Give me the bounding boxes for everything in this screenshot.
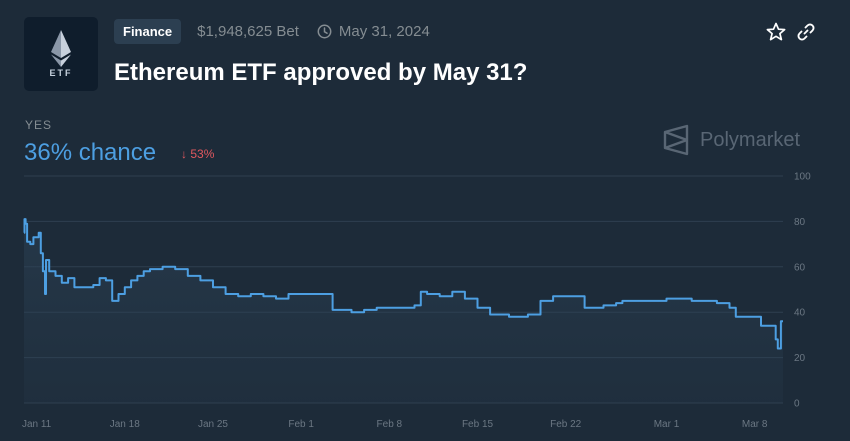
y-tick-label: 40 xyxy=(794,308,806,319)
arrow-down-icon: ↓ xyxy=(181,147,187,161)
clock-icon xyxy=(317,24,332,39)
polymarket-logo-icon xyxy=(663,124,689,156)
outcome-label: YES xyxy=(25,118,53,132)
copy-link-button[interactable] xyxy=(795,21,817,43)
star-icon xyxy=(766,22,786,41)
market-logo: ETF xyxy=(24,17,98,91)
x-tick-label: Mar 8 xyxy=(742,419,768,430)
y-tick-label: 80 xyxy=(794,217,806,228)
x-tick-label: Feb 22 xyxy=(550,419,582,430)
chance-value: 36% chance xyxy=(24,139,157,166)
link-icon xyxy=(797,23,815,41)
ethereum-icon xyxy=(51,30,71,67)
x-tick-label: Mar 1 xyxy=(654,419,680,430)
x-tick-label: Feb 15 xyxy=(462,419,494,430)
market-title: Ethereum ETF approved by May 31? xyxy=(114,59,528,86)
y-tick-label: 60 xyxy=(794,262,806,273)
logo-label: ETF xyxy=(49,68,73,78)
chart-area xyxy=(24,219,783,403)
change-value: 53% xyxy=(190,147,215,161)
volume-text: $1,948,625 Bet xyxy=(197,23,299,40)
favorite-button[interactable] xyxy=(765,21,787,43)
x-tick-label: Jan 18 xyxy=(110,419,140,430)
x-tick-label: Jan 25 xyxy=(198,419,228,430)
category-tag[interactable]: Finance xyxy=(114,19,182,44)
chart-line xyxy=(23,218,783,350)
y-tick-label: 20 xyxy=(794,353,806,364)
end-date: May 31, 2024 xyxy=(317,23,430,40)
y-tick-label: 0 xyxy=(794,399,800,410)
brand-name: Polymarket xyxy=(700,128,801,151)
brand-watermark: Polymarket xyxy=(662,124,800,156)
change-indicator: ↓ 53% xyxy=(181,147,214,161)
x-tick-label: Feb 8 xyxy=(377,419,403,430)
end-date-text: May 31, 2024 xyxy=(338,23,430,40)
x-tick-label: Jan 11 xyxy=(22,419,52,430)
y-tick-label: 100 xyxy=(794,172,811,183)
x-tick-label: Feb 1 xyxy=(288,419,314,430)
market-meta: Finance $1,948,625 Bet May 31, 2024 xyxy=(114,19,430,44)
